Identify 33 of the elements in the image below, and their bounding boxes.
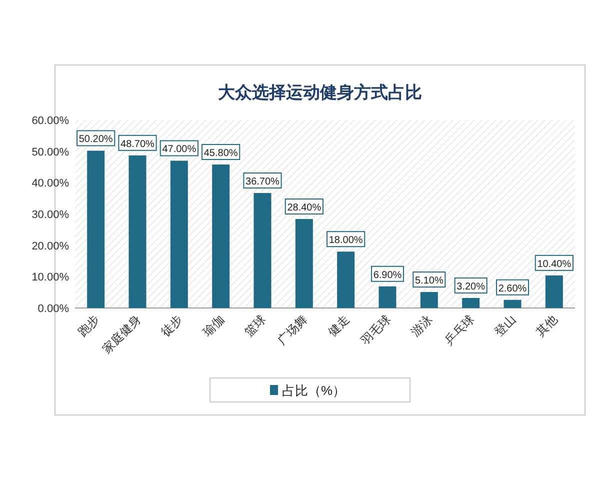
data-label: 50.20% (78, 134, 113, 146)
y-tick-label: 0.00% (38, 303, 70, 315)
x-tick-label: 徒步 (158, 312, 186, 340)
x-tick-label: 篮球 (242, 312, 269, 340)
legend-label: 占比（%） (282, 383, 346, 398)
data-label: 3.20% (456, 281, 486, 292)
y-tick-label: 40.00% (32, 178, 70, 190)
data-label: 2.60% (498, 283, 527, 294)
data-label: 28.40% (287, 202, 322, 214)
x-tick-label: 健走 (325, 312, 352, 340)
x-tick-label: 家庭健身 (100, 312, 144, 356)
title: 大众选择运动健身方式占比 (218, 83, 422, 102)
x-tick-label: 广场舞 (274, 312, 310, 348)
x-tick-label: 瑜伽 (200, 312, 227, 340)
data-label: 48.70% (120, 138, 155, 150)
y-tick-label: 10.00% (32, 272, 70, 284)
data-label: 36.70% (246, 176, 280, 188)
x-tick-label: 游泳 (408, 312, 436, 340)
y-tick-label: 60.00% (32, 115, 70, 127)
data-label: 47.00% (162, 144, 196, 156)
data-label: 10.40% (537, 258, 572, 270)
data-label: 6.90% (373, 270, 402, 281)
data-label: 45.80% (204, 148, 238, 159)
x-tick-label: 其他 (533, 312, 560, 340)
x-tick-label: 跑步 (75, 312, 102, 340)
x-tick-label: 羽毛球 (358, 312, 394, 348)
y-tick-label: 50.00% (32, 146, 70, 158)
x-tick-label: 登山 (492, 312, 519, 340)
y-tick-label: 30.00% (32, 209, 70, 221)
data-label: 18.00% (328, 235, 363, 246)
x-tick-label: 乒乓球 (442, 312, 477, 348)
data-label: 5.10% (414, 276, 444, 287)
y-tick-label: 20.00% (32, 240, 70, 252)
